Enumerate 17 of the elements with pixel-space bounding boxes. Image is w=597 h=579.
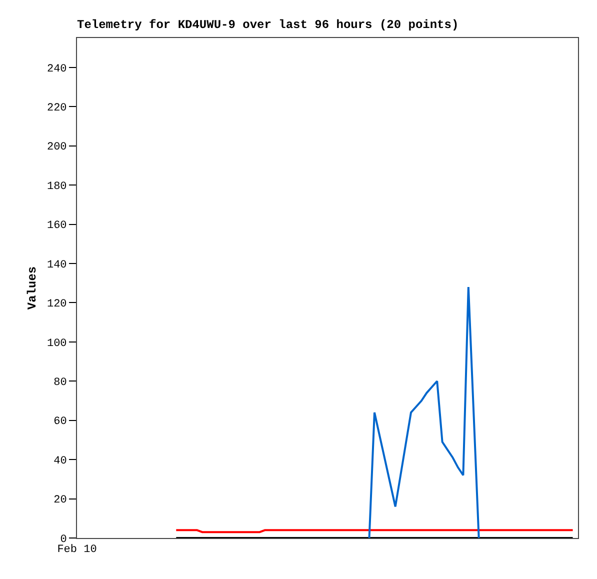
y-tick-label: 140 xyxy=(46,259,67,272)
y-tick-label: 0 xyxy=(60,534,67,546)
chart-title: Telemetry for KD4UWU-9 over last 96 hours (20 points) xyxy=(77,18,459,32)
x-tick-label: Feb 10 xyxy=(57,544,97,556)
y-tick-label: 180 xyxy=(46,180,67,193)
y-tick-label: 100 xyxy=(46,338,67,350)
y-tick-label: 240 xyxy=(46,63,67,76)
y-tick-label: 120 xyxy=(46,298,67,311)
y-tick-label: 160 xyxy=(46,220,67,232)
line-series xyxy=(368,286,480,538)
y-tick-label: 40 xyxy=(54,455,67,468)
y-axis-title: Values xyxy=(25,266,40,310)
y-tick-label: 220 xyxy=(46,102,67,114)
y-tick-label: 20 xyxy=(54,494,67,507)
y-tick-label: 80 xyxy=(54,376,67,389)
y-tick-label: 200 xyxy=(46,142,67,154)
y-tick-label: 60 xyxy=(54,416,67,428)
